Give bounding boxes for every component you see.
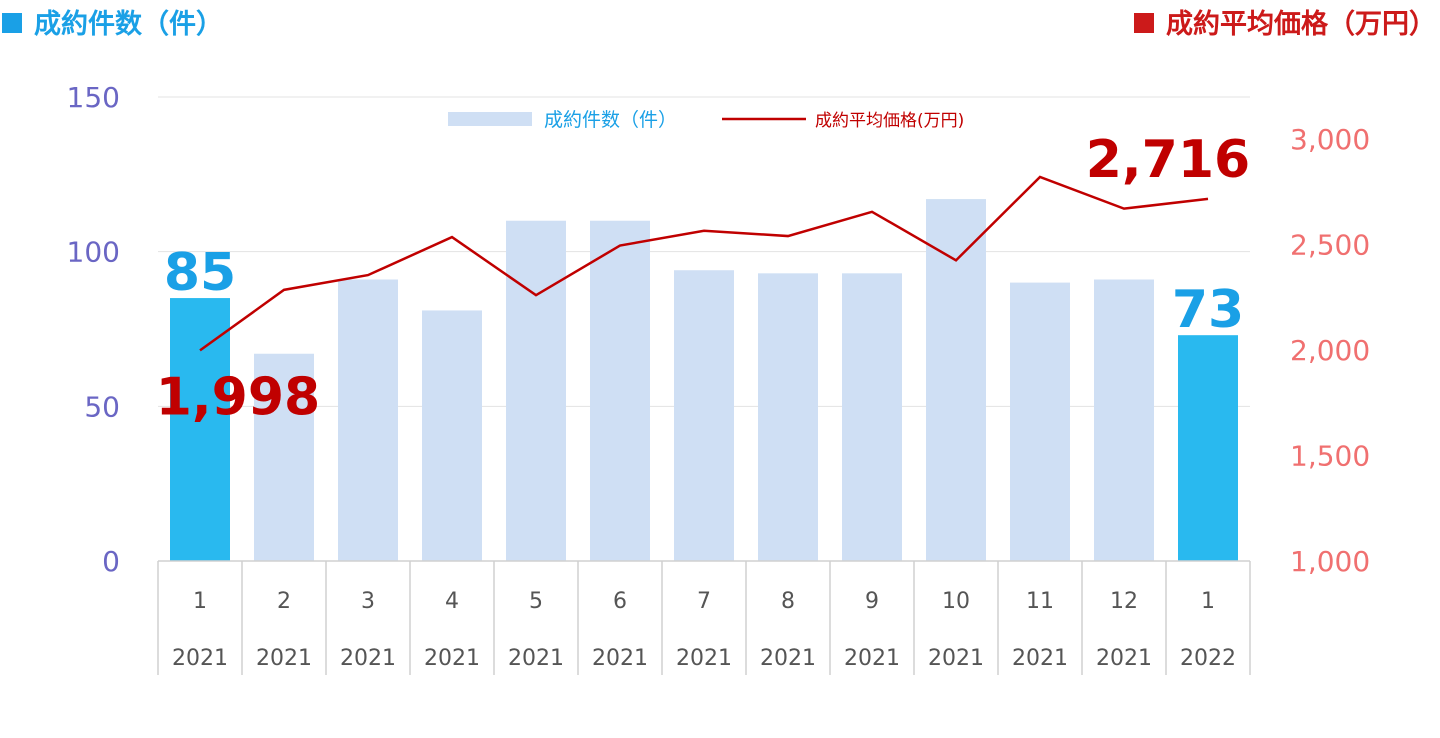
x-tick-year: 2021 bbox=[508, 646, 564, 671]
x-tick-month: 9 bbox=[865, 589, 879, 614]
left-tick-label: 50 bbox=[84, 390, 120, 423]
x-tick-year: 2021 bbox=[676, 646, 732, 671]
legend-line-label: 成約平均価格(万円) bbox=[815, 111, 964, 131]
right-tick-label: 2,000 bbox=[1290, 334, 1370, 367]
x-tick-month: 1 bbox=[1201, 589, 1215, 614]
x-tick-year: 2021 bbox=[424, 646, 480, 671]
bar bbox=[1010, 282, 1070, 561]
first-count-label: 85 bbox=[164, 243, 236, 303]
x-tick-year: 2021 bbox=[172, 646, 228, 671]
x-tick-year: 2021 bbox=[256, 646, 312, 671]
line-series bbox=[199, 175, 1209, 352]
bar bbox=[1178, 335, 1238, 561]
bar bbox=[254, 353, 314, 561]
bar bbox=[170, 298, 230, 561]
x-tick-year: 2021 bbox=[1096, 646, 1152, 671]
x-tick-month: 8 bbox=[781, 589, 795, 614]
right-axis-header: 成約平均価格（万円） bbox=[1134, 2, 1436, 41]
bar bbox=[506, 220, 566, 561]
bar bbox=[338, 279, 398, 561]
x-tick-year: 2021 bbox=[1012, 646, 1068, 671]
x-tick-year: 2022 bbox=[1180, 646, 1236, 671]
bar bbox=[926, 199, 986, 561]
legend-bar-swatch bbox=[448, 112, 532, 126]
bar bbox=[842, 273, 902, 561]
right-tick-label: 2,500 bbox=[1290, 229, 1370, 262]
x-tick-year: 2021 bbox=[928, 646, 984, 671]
last-count-label: 73 bbox=[1172, 280, 1244, 340]
x-tick-month: 10 bbox=[942, 589, 970, 614]
right-tick-label: 3,000 bbox=[1290, 123, 1370, 156]
right-square-icon bbox=[1134, 13, 1154, 33]
axes: 1 2021 2 2021 3 2021 4 2021 5 2021 6 2021 7 2021 8 2021… bbox=[67, 81, 1370, 675]
bar bbox=[1094, 279, 1154, 561]
bar bbox=[758, 273, 818, 561]
x-tick-month: 6 bbox=[613, 589, 627, 614]
left-axis-header: 成約件数（件） bbox=[2, 2, 223, 41]
legend-bar-label: 成約件数（件） bbox=[544, 109, 677, 131]
x-tick-month: 2 bbox=[277, 589, 291, 614]
last-price-label: 2,716 bbox=[1086, 130, 1250, 190]
annotations: 85 73 1,998 2,716 bbox=[156, 130, 1250, 427]
x-tick-month: 3 bbox=[361, 589, 375, 614]
bar-series bbox=[170, 199, 1238, 561]
right-tick-label: 1,500 bbox=[1290, 440, 1370, 473]
x-tick-month: 1 bbox=[193, 589, 207, 614]
left-tick-label: 0 bbox=[102, 545, 120, 578]
right-axis-header-text: 成約平均価格（万円） bbox=[1166, 9, 1436, 40]
x-tick-year: 2021 bbox=[340, 646, 396, 671]
left-square-icon bbox=[2, 13, 22, 33]
left-tick-label: 150 bbox=[67, 81, 120, 114]
x-tick-year: 2021 bbox=[844, 646, 900, 671]
x-tick-month: 12 bbox=[1110, 589, 1138, 614]
x-tick-month: 7 bbox=[697, 589, 711, 614]
left-tick-label: 100 bbox=[67, 236, 120, 269]
x-tick-year: 2021 bbox=[592, 646, 648, 671]
x-tick-month: 4 bbox=[445, 589, 459, 614]
legend: 成約件数（件） 成約平均価格(万円) bbox=[448, 109, 964, 131]
x-tick-year: 2021 bbox=[760, 646, 816, 671]
bar bbox=[422, 310, 482, 561]
x-tick-month: 11 bbox=[1026, 589, 1054, 614]
right-tick-label: 1,000 bbox=[1290, 545, 1370, 578]
bar bbox=[674, 270, 734, 561]
bar bbox=[590, 220, 650, 561]
first-price-label: 1,998 bbox=[156, 367, 320, 427]
x-tick-month: 5 bbox=[529, 589, 543, 614]
left-axis-header-text: 成約件数（件） bbox=[34, 9, 223, 40]
